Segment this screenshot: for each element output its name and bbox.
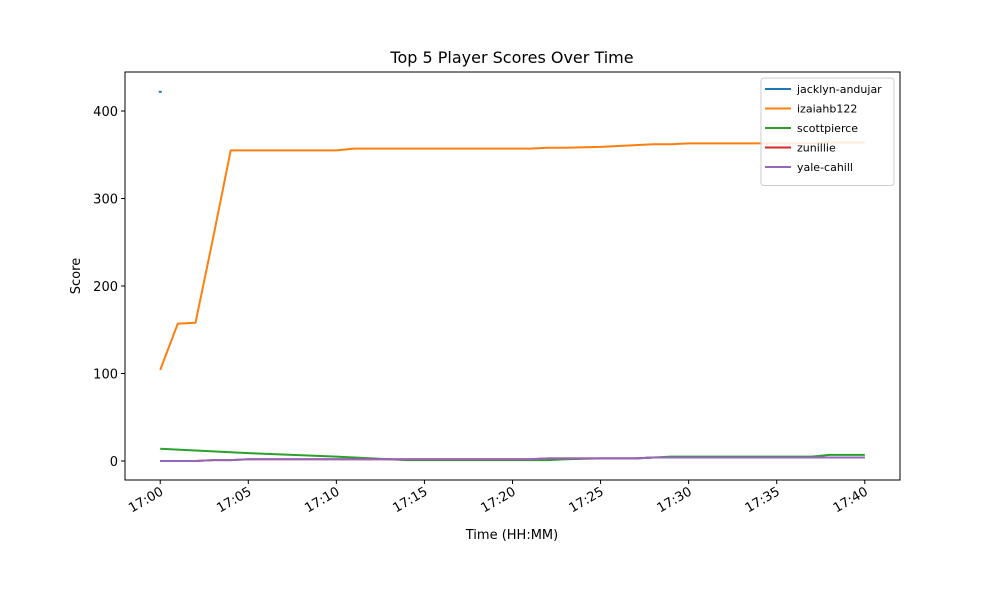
y-tick-label: 300 — [93, 193, 118, 208]
x-tick-label: 17:15 — [390, 484, 430, 516]
series-line — [159, 141, 865, 371]
x-axis-label: Time (HH:MM) — [465, 528, 558, 543]
legend-label: jacklyn-andujar — [796, 83, 882, 96]
x-tick-label: 17:35 — [743, 484, 783, 516]
x-tick-label: 17:05 — [214, 484, 254, 516]
x-tick-label: 17:00 — [126, 484, 166, 516]
x-tick-label: 17:10 — [302, 484, 342, 516]
legend-label: izaiahb122 — [797, 103, 857, 116]
series-line — [160, 456, 865, 462]
legend-label: yale-cahill — [797, 161, 853, 174]
legend-label: zunillie — [797, 142, 836, 155]
x-tick-label: 17:20 — [479, 484, 519, 516]
x-tick-label: 17:25 — [567, 484, 607, 516]
y-tick-label: 0 — [110, 455, 118, 470]
x-tick-label: 17:30 — [655, 484, 695, 516]
y-tick-label: 400 — [93, 105, 118, 120]
legend-box — [760, 77, 895, 186]
chart-title: Top 5 Player Scores Over Time — [389, 48, 633, 67]
x-tick-label: 17:40 — [831, 484, 871, 516]
plot-frame — [124, 71, 901, 481]
y-tick-label: 100 — [93, 368, 118, 383]
y-tick-label: 200 — [93, 280, 118, 295]
legend-label: scottpierce — [797, 122, 858, 135]
y-axis-label: Score — [69, 258, 84, 294]
